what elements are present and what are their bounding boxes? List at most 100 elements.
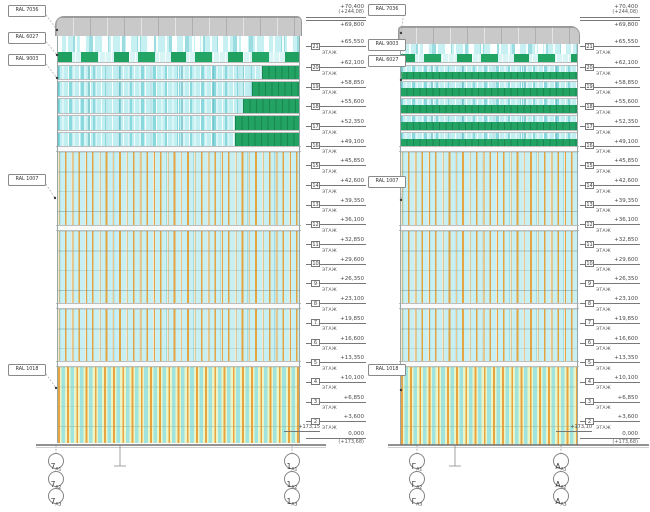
level-mark-value: +69,800: [614, 21, 638, 28]
floor-number-box: 5: [311, 358, 320, 366]
level-mark-line: [580, 46, 640, 48]
level-mark-line: [580, 438, 640, 439]
axis-bubble-subscript: А3: [291, 502, 298, 508]
ral-color-label: RAL 9003: [8, 54, 46, 66]
right-building-green-spandrel: [400, 88, 578, 96]
level-mark-value: +69,800: [340, 21, 364, 28]
level-mark-line: [306, 145, 366, 147]
right-building-glass-floor: [400, 116, 578, 122]
level-mark-absolute-value: (+173,68): [612, 438, 638, 445]
level-mark-value: +10,100: [614, 374, 638, 381]
level-mark-line: [306, 224, 366, 226]
floor-label: ЭТАЖ: [322, 327, 337, 333]
level-mark-value: +29,600: [340, 256, 364, 263]
floor-slab: [400, 79, 578, 82]
floor-number-box: 3: [311, 398, 320, 406]
axis-bubble-main: Г: [411, 497, 417, 506]
level-mark-value: +10,100: [340, 374, 364, 381]
level-mark-value: +42,600: [340, 178, 364, 185]
floor-number-box: 6: [585, 339, 594, 346]
facade-edge: [57, 36, 58, 443]
ral-color-label: RAL 7036: [368, 4, 406, 16]
axis-bubble: АА3: [553, 488, 569, 508]
ground-elevation-mark-right: +173,10: [556, 424, 592, 432]
floor-number-box: 18: [311, 102, 320, 110]
floor-number-box: 12: [311, 220, 320, 228]
transfer-slab: [399, 146, 579, 152]
left-building-mid-facade-block: [57, 309, 300, 361]
level-mark-line: [580, 165, 640, 167]
level-mark-value: +55,600: [340, 99, 364, 106]
floor-number-box: 21: [585, 42, 594, 50]
floor-label: ЭТАЖ: [322, 189, 337, 195]
level-mark-value: +39,350: [340, 197, 364, 204]
level-mark-value: +3,600: [617, 414, 638, 421]
right-building-elevation: [398, 26, 580, 445]
floor-number-box: 8: [585, 299, 594, 307]
floor-number-box: 4: [311, 378, 320, 386]
level-mark-value: +16,600: [340, 335, 364, 342]
floor-label: ЭТАЖ: [596, 327, 611, 333]
floor-label: ЭТАЖ: [596, 110, 611, 116]
floor-slab: [57, 62, 300, 66]
level-mark-line: [580, 362, 640, 364]
level-mark-value: +52,350: [614, 119, 638, 126]
floor-label: ЭТАЖ: [596, 386, 611, 392]
axis-bubble-subscript: А3: [560, 502, 567, 508]
facade-edge: [400, 44, 401, 445]
axis-bubble: ГА2: [409, 471, 425, 491]
floor-label: ЭТАЖ: [596, 228, 611, 234]
level-mark-line: [306, 86, 366, 88]
ground-elevation-mark-left: +173,15: [284, 424, 320, 432]
floor-number-box: 11: [585, 240, 594, 248]
floor-number-box: 7: [585, 319, 594, 327]
right-building-green-spandrel: [400, 122, 578, 130]
level-mark-line: [306, 20, 366, 22]
right-building-mid-facade-block: [400, 309, 578, 361]
level-mark-value: +70,400: [614, 3, 638, 10]
level-mark-value: +70,400: [340, 3, 364, 10]
floor-label: ЭТАЖ: [322, 169, 337, 175]
left-building-crown-parapet: [55, 16, 302, 36]
floor-number-box: 10: [311, 260, 320, 268]
level-mark-value: +16,600: [614, 335, 638, 342]
left-building-green-spandrel: [252, 82, 300, 96]
left-building-elevation: [55, 16, 302, 445]
floor-label: ЭТАЖ: [322, 150, 337, 156]
floor-number-box: 9: [585, 279, 594, 287]
right-building-top-floor-glazing: [400, 44, 578, 54]
floor-label: ЭТАЖ: [322, 130, 337, 136]
level-mark-line: [580, 322, 640, 324]
right-building-mid-facade-block: [400, 152, 578, 225]
right-building-crown-parapet: [398, 26, 580, 44]
floor-number-box: 7: [311, 319, 320, 327]
ral-color-label: RAL 9003: [368, 39, 406, 51]
level-mark-value: 0,000: [622, 431, 638, 437]
floor-label: ЭТАЖ: [322, 386, 337, 392]
level-mark-line: [580, 342, 640, 344]
floor-label: ЭТАЖ: [596, 50, 611, 56]
level-mark-value: +13,350: [340, 355, 364, 362]
axis-bubble-subscript: А3: [416, 502, 423, 508]
floor-label: ЭТАЖ: [596, 91, 611, 97]
level-mark-value: +29,600: [614, 256, 638, 263]
level-mark-value: +13,350: [614, 355, 638, 362]
axis-bubble-main: А: [555, 480, 561, 489]
ral-color-label: RAL 1007: [368, 176, 406, 188]
axis-bubble-main: 1: [286, 462, 292, 471]
level-mark-value: +6,850: [617, 394, 638, 401]
ral-color-label: RAL 6027: [8, 32, 46, 44]
floor-label: ЭТАЖ: [322, 50, 337, 56]
level-mark-line: [580, 421, 640, 423]
level-mark-line: [580, 126, 640, 128]
axis-bubble-main: 7: [50, 480, 56, 489]
floor-number-box: 21: [311, 42, 320, 50]
floor-label: ЭТАЖ: [596, 425, 611, 431]
level-mark-line: [306, 244, 366, 246]
ral-color-label: RAL 1018: [8, 364, 46, 376]
floor-slab: [57, 96, 300, 99]
level-mark-line: [580, 204, 640, 206]
